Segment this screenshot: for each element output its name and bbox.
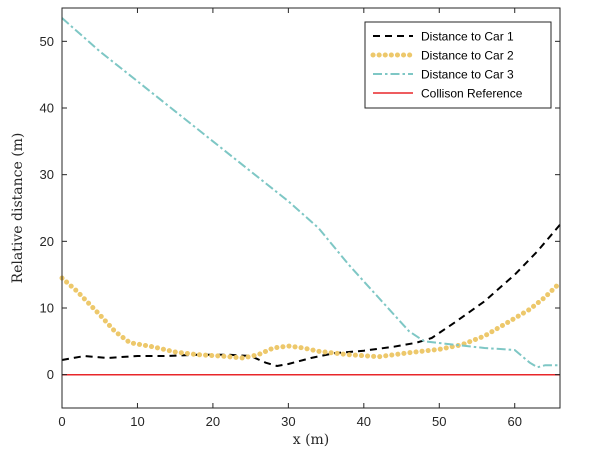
y-tick-label: 40 [40,101,54,116]
x-tick-label: 0 [58,414,65,429]
legend-label-3: Distance to Car 3 [421,68,514,82]
x-tick-label: 60 [507,414,521,429]
legend-label-4: Collison Reference [421,87,523,101]
x-tick-label: 40 [357,414,371,429]
x-tick-label: 50 [432,414,446,429]
y-tick-label: 0 [47,367,54,382]
legend: Distance to Car 1 Distance to Car 2 Distan… [364,21,552,109]
y-tick-label: 20 [40,234,54,249]
x-tick-label: 30 [281,414,295,429]
series-line-3 [61,17,560,369]
x-axis-label: x (m) [293,432,330,448]
axis-ticks: 0 10 20 30 40 50 60 0 10 20 30 40 50 [40,8,560,429]
series-line-1 [61,224,561,367]
y-axis-label: Relative distance (m) [10,133,26,284]
y-tick-label: 50 [40,34,54,49]
series-line-2 [59,275,563,361]
legend-label-1: Distance to Car 1 [421,30,514,44]
legend-label-2: Distance to Car 2 [421,49,514,63]
series-layer [59,17,563,376]
x-tick-label: 10 [130,414,144,429]
plot-area-frame [61,7,561,409]
y-tick-label: 10 [40,301,54,316]
x-tick-label: 20 [206,414,220,429]
y-tick-label: 30 [40,167,54,182]
